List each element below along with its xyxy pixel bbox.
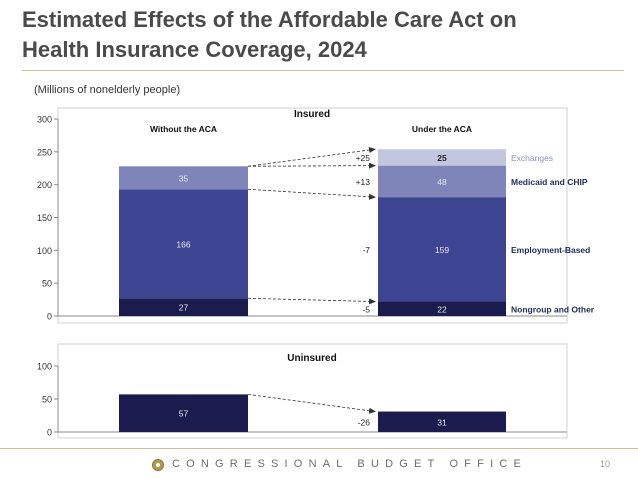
footer-organization: CONGRESSIONAL BUDGET OFFICE xyxy=(172,458,528,470)
bar-segment-medicaid-and-chip xyxy=(378,165,506,198)
panel-title: Insured xyxy=(294,109,330,120)
bar-segment-uninsured xyxy=(119,394,248,432)
category-label-without-the-aca: Without the ACA xyxy=(150,124,217,134)
bar-segment-employment-based xyxy=(378,197,506,302)
legend-label-nongroup-and-other: Nongroup and Other xyxy=(511,304,595,314)
legend-label-medicaid-and-chip: Medicaid and CHIP xyxy=(511,177,588,187)
slide-title: Estimated Effects of the Affordable Care… xyxy=(22,7,517,62)
y-tick-label: 50 xyxy=(42,279,52,289)
y-tick-label: 0 xyxy=(47,312,52,322)
title-divider xyxy=(22,70,624,71)
uninsured-panel: 0 50 100 Uninsured 57 31 -26 xyxy=(37,343,568,439)
data-label-medicaid-and-chip: 35 xyxy=(179,173,189,183)
data-label-uninsured: 57 xyxy=(179,409,189,419)
legend-label-employment-based: Employment-Based xyxy=(511,245,590,255)
change-arrow-nongroup-and-other xyxy=(247,297,376,305)
bar-segment-medicaid-and-chip xyxy=(119,166,248,190)
y-tick-label: 200 xyxy=(37,180,52,190)
chart-subtitle: (Millions of nonelderly people) xyxy=(34,84,181,96)
insured-panel: 0 50 100 150 200 250 300 Insured Without the ACA… xyxy=(37,107,595,324)
data-label-uninsured: 31 xyxy=(437,417,447,427)
data-label-medicaid-and-chip: 48 xyxy=(437,177,447,187)
change-label-nongroup-and-other: -5 xyxy=(362,304,370,314)
change-label-employment-based: -7 xyxy=(362,245,370,255)
change-label-uninsured: -26 xyxy=(358,417,371,427)
bar-segment-nongroup-and-other xyxy=(378,301,506,316)
y-tick-label: 100 xyxy=(37,246,52,256)
category-label-under-the-aca: Under the ACA xyxy=(412,124,472,134)
change-arrow-uninsured xyxy=(247,393,376,414)
change-arrow-medicaid-and-chip xyxy=(247,162,376,169)
cbo-seal-icon xyxy=(152,459,164,471)
bar-segment-nongroup-and-other xyxy=(119,298,248,316)
y-tick-label: 50 xyxy=(42,395,52,405)
bar-segment-employment-based xyxy=(119,189,248,299)
y-tick-label: 250 xyxy=(37,147,52,157)
change-label-medicaid-and-chip: +13 xyxy=(356,177,371,187)
footer: CONGRESSIONAL BUDGET OFFICE 10 xyxy=(0,456,638,476)
change-label-exchanges: +25 xyxy=(356,153,371,163)
data-label-nongroup-and-other: 22 xyxy=(437,304,447,314)
data-label-employment-based: 166 xyxy=(176,239,190,249)
y-tick-label: 0 xyxy=(47,428,52,438)
bar-segment-exchanges xyxy=(378,149,506,166)
change-arrow-employment-based xyxy=(247,188,376,200)
footer-divider xyxy=(0,448,638,449)
y-tick-label: 150 xyxy=(37,213,52,223)
bar-segment-uninsured xyxy=(378,411,506,432)
data-label-exchanges: 25 xyxy=(437,153,447,163)
panel-title: Uninsured xyxy=(287,353,336,364)
change-arrow-exchanges xyxy=(247,147,376,167)
page-number: 10 xyxy=(600,459,611,469)
y-tick-label: 100 xyxy=(37,362,52,372)
data-label-nongroup-and-other: 27 xyxy=(179,303,189,313)
y-tick-label: 300 xyxy=(37,115,52,125)
legend-label-exchanges: Exchanges xyxy=(511,153,553,163)
data-label-employment-based: 159 xyxy=(435,245,449,255)
